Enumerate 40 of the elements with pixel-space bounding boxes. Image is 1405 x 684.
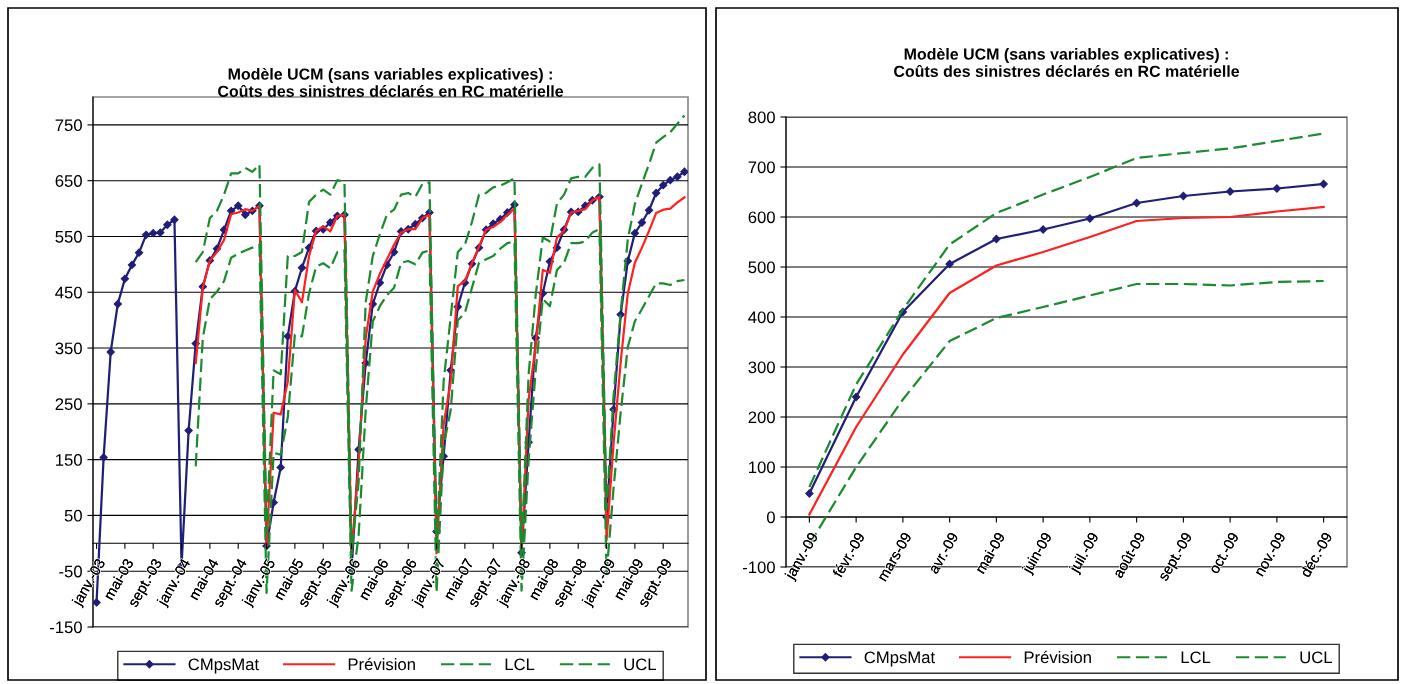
- point: [1085, 214, 1095, 223]
- legend-label: Prévision: [348, 657, 415, 671]
- y-tick-label: 350: [55, 342, 82, 355]
- point: [851, 392, 861, 402]
- point: [1132, 198, 1141, 208]
- y-tick-label: -100: [742, 561, 775, 574]
- y-tick-label: -150: [49, 621, 82, 634]
- legend-label: Prévision: [1024, 650, 1091, 664]
- point: [992, 234, 1001, 244]
- point: [1272, 184, 1282, 193]
- point: [1179, 191, 1188, 201]
- y-tick-label: 200: [748, 411, 775, 424]
- y-tick-label: 0: [766, 511, 775, 524]
- y-tick-label: 250: [55, 398, 82, 411]
- point: [1319, 179, 1328, 189]
- y-tick-label: 650: [55, 175, 82, 187]
- y-tick-label: 400: [748, 311, 775, 324]
- legend-label: UCL: [624, 658, 656, 671]
- point: [1225, 187, 1235, 196]
- y-tick-label: 800: [748, 111, 775, 124]
- point: [805, 489, 814, 498]
- y-tick-label: 500: [748, 261, 775, 274]
- y-tick-label: 150: [56, 454, 82, 466]
- y-tick-label: 100: [749, 461, 775, 474]
- legend-label: LCL: [1181, 651, 1211, 664]
- legend-label: UCL: [1300, 651, 1332, 664]
- chart-title: Modèle UCM (sans variables explicatives) : Coûts des sinistres déclarés en RC matérielle: [894, 47, 1240, 77]
- point: [1038, 225, 1048, 234]
- y-tick-label: 750: [55, 119, 82, 132]
- y-tick-label: 550: [55, 230, 82, 243]
- legend-label: LCL: [505, 658, 535, 671]
- chart-title: Modèle UCM (sans variables explicatives) : Coûts des sinistres déclarés en RC matérielle: [218, 67, 564, 97]
- y-tick-label: 600: [748, 211, 775, 224]
- y-tick-label: 300: [748, 361, 775, 374]
- legend-label: CMpsMat: [864, 651, 935, 667]
- y-tick-label: 700: [748, 161, 775, 174]
- point: [945, 259, 954, 269]
- legend-label: CMpsMat: [188, 658, 259, 674]
- y-tick-label: 450: [55, 286, 82, 299]
- y-tick-label: 50: [64, 509, 82, 522]
